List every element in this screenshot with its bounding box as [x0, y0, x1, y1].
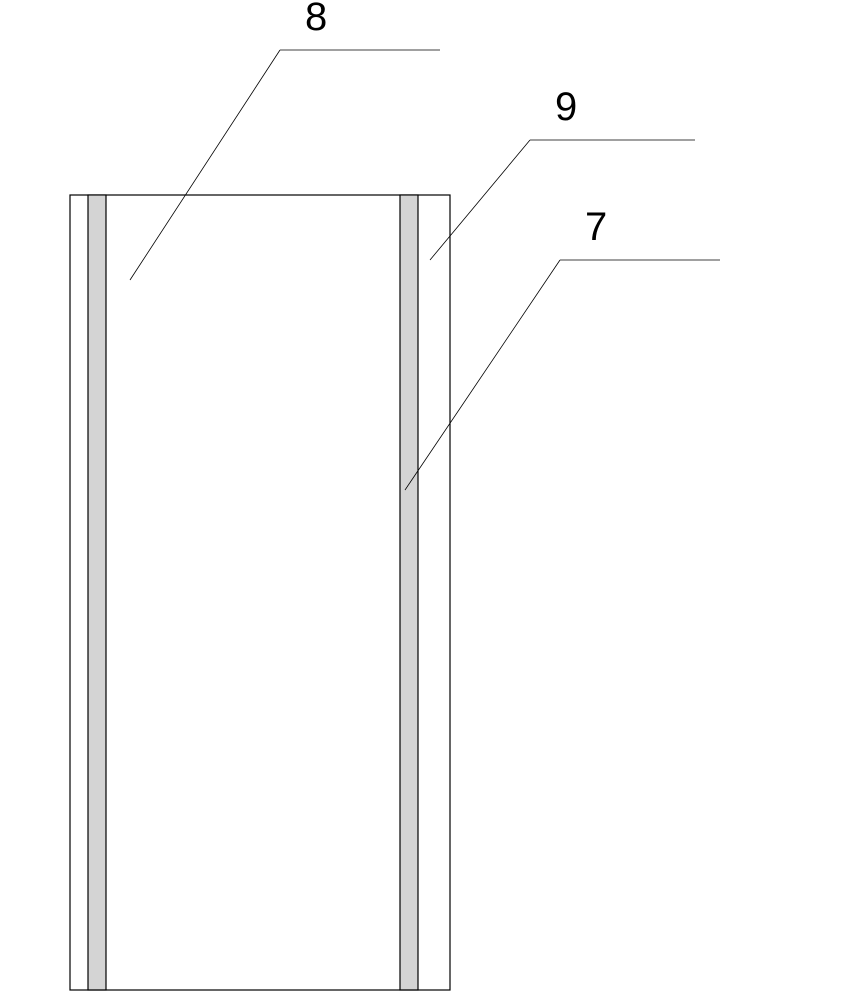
- callout-leader-9: [430, 140, 530, 260]
- callout-leader-8: [130, 50, 280, 280]
- hatched-bar-1: [400, 195, 418, 990]
- hatched-bar-0: [88, 195, 106, 990]
- callout-lines: [130, 50, 720, 490]
- callout-leader-7: [405, 260, 560, 490]
- callout-label-9: 9: [555, 85, 577, 130]
- callout-label-7: 7: [585, 205, 607, 250]
- callout-label-8: 8: [305, 0, 327, 40]
- outer-rectangle: [70, 195, 450, 990]
- diagram-container: 8 9 7: [0, 0, 847, 1000]
- technical-diagram-svg: [0, 0, 847, 1000]
- hatched-bars: [88, 195, 418, 990]
- main-shapes: [70, 195, 450, 990]
